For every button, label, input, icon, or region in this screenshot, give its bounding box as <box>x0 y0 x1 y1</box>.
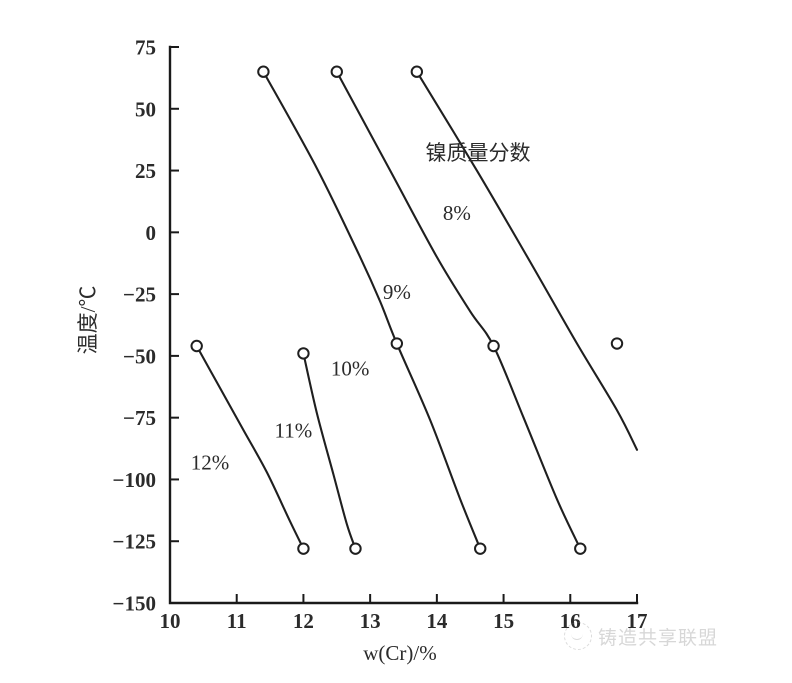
series-label-9pct: 9% <box>383 280 411 304</box>
data-point-markers <box>190 65 624 555</box>
curve-8pct <box>415 70 639 451</box>
x-axis-title: w(Cr)/% <box>363 641 436 665</box>
curve-12pct <box>195 344 305 550</box>
x-tick-label: 16 <box>560 609 581 633</box>
series-label-10pct: 10% <box>331 357 370 381</box>
y-tick-label: −75 <box>123 406 156 430</box>
y-tick-label: 0 <box>146 221 157 245</box>
data-point-marker <box>574 542 587 555</box>
x-tick-label: 15 <box>493 609 514 633</box>
x-tick-label: 12 <box>293 609 314 633</box>
data-point-marker <box>330 65 343 78</box>
y-axis-title: 温度/℃ <box>76 286 100 355</box>
data-point-marker <box>474 542 487 555</box>
y-tick-label: −50 <box>123 344 156 368</box>
y-tick-label: −125 <box>113 530 156 554</box>
series-label-8pct: 8% <box>443 201 471 225</box>
curve-10pct <box>262 70 482 550</box>
x-tick-labels: 10 11 12 13 14 15 16 17 <box>160 609 648 633</box>
series-label-12pct: 12% <box>191 451 230 475</box>
data-point-marker <box>349 542 362 555</box>
y-tick-label: −150 <box>113 592 156 616</box>
data-point-marker <box>610 337 624 350</box>
data-point-marker <box>487 339 500 353</box>
series-label-11pct: 11% <box>275 418 313 442</box>
legend-title: 镍质量分数 <box>426 142 531 165</box>
curve-11pct <box>302 352 357 550</box>
x-tick-label: 11 <box>227 609 247 633</box>
x-tick-label: 10 <box>160 609 181 633</box>
y-tick-label: 25 <box>135 159 156 183</box>
data-point-marker <box>190 339 203 353</box>
data-point-marker <box>257 65 270 78</box>
data-point-marker <box>390 337 404 350</box>
x-tick-label: 13 <box>360 609 381 633</box>
y-tick-label: 50 <box>135 97 156 121</box>
data-point-marker <box>297 347 310 360</box>
y-tick-labels: 75 50 25 0 −25 −50 −75 −100 −125 −150 <box>113 36 156 616</box>
y-tick-label: −25 <box>123 283 156 307</box>
data-curves <box>195 70 639 550</box>
curve-9pct <box>335 70 582 550</box>
series-labels: 8% 9% 10% 11% 12% <box>191 201 471 475</box>
x-tick-label: 17 <box>627 609 648 633</box>
data-point-marker <box>297 542 310 555</box>
x-tick-label: 14 <box>426 609 448 633</box>
y-tick-label: −100 <box>113 468 156 492</box>
y-tick-label: 75 <box>135 36 156 60</box>
tick-marks <box>169 46 638 604</box>
data-point-marker <box>410 65 424 78</box>
